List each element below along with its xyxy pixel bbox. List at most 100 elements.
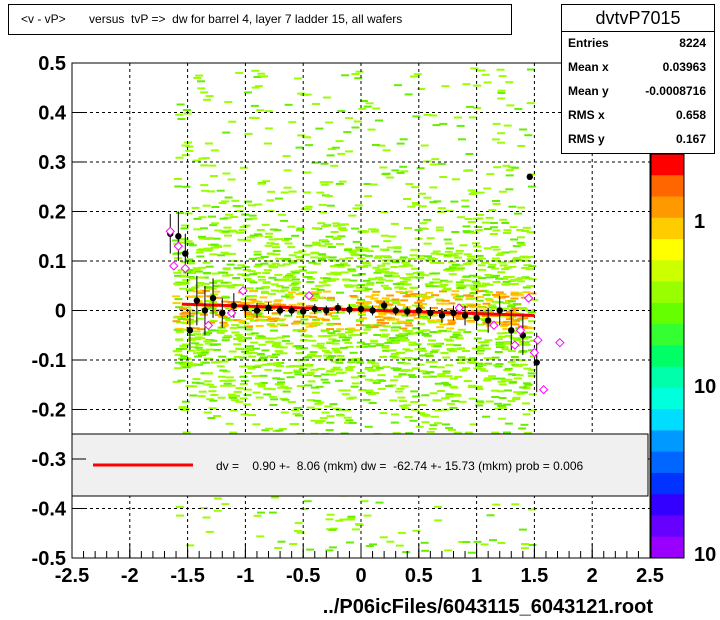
density-cell	[397, 531, 406, 534]
density-cell	[453, 344, 462, 347]
density-cell	[505, 188, 514, 191]
density-cell	[504, 315, 513, 318]
density-cell	[375, 367, 384, 369]
density-cell	[360, 500, 369, 503]
density-cell	[391, 261, 400, 263]
density-cell	[512, 303, 521, 306]
density-cell	[172, 239, 181, 242]
density-cell	[259, 374, 268, 377]
density-cell	[405, 290, 414, 293]
density-cell	[380, 211, 389, 214]
density-cell	[344, 247, 353, 250]
density-cell	[172, 380, 181, 383]
density-cell	[260, 256, 269, 258]
density-cell	[519, 128, 528, 131]
density-cell	[216, 331, 225, 334]
density-cell	[405, 264, 413, 267]
profile-point	[193, 297, 201, 304]
density-cell	[363, 328, 372, 331]
density-cell	[510, 297, 519, 300]
density-cell	[362, 398, 371, 401]
density-cell	[294, 270, 303, 273]
density-cell	[410, 293, 419, 296]
density-cell	[396, 171, 405, 174]
density-cell	[481, 73, 490, 76]
density-cell	[204, 249, 213, 252]
density-cell	[339, 346, 348, 349]
stats-histogram-name: dvtvP7015	[562, 5, 714, 32]
density-cell	[528, 368, 537, 371]
density-cell	[414, 229, 423, 231]
density-cell	[528, 508, 537, 511]
density-cell	[327, 296, 335, 299]
density-cell	[455, 317, 464, 320]
density-cell	[516, 229, 525, 231]
density-cell	[201, 349, 210, 352]
density-cell	[357, 257, 366, 260]
density-cell	[413, 317, 422, 320]
density-cell	[449, 406, 458, 409]
density-cell	[263, 393, 272, 396]
density-cell	[505, 311, 514, 313]
density-cell	[194, 270, 203, 273]
density-cell	[512, 396, 521, 399]
density-cell	[220, 325, 229, 328]
density-cell	[192, 352, 201, 355]
density-cell	[399, 277, 408, 279]
density-cell	[358, 254, 367, 257]
density-cell	[192, 290, 201, 293]
density-cell	[332, 349, 341, 352]
y-tick-label: 0.1	[38, 251, 66, 273]
density-cell	[185, 145, 194, 148]
density-cell	[344, 367, 353, 369]
density-cell	[459, 244, 468, 247]
density-cell	[263, 269, 272, 272]
palette-swatch	[651, 281, 684, 304]
density-cell	[395, 544, 404, 547]
density-cell	[178, 363, 187, 366]
palette-swatch	[651, 472, 684, 495]
density-cell	[361, 249, 370, 252]
density-cell	[475, 299, 484, 302]
density-cell	[198, 248, 207, 251]
density-cell	[382, 255, 391, 258]
density-cell	[390, 258, 399, 261]
density-cell	[508, 316, 517, 318]
density-cell	[484, 362, 493, 365]
palette-swatch	[651, 494, 684, 516]
density-cell	[371, 392, 379, 394]
density-cell	[190, 320, 199, 323]
density-cell	[202, 332, 211, 335]
density-cell	[481, 221, 490, 224]
density-cell	[414, 301, 423, 304]
density-cell	[371, 228, 380, 231]
density-cell	[362, 279, 371, 282]
density-cell	[511, 320, 520, 323]
density-cell	[508, 265, 517, 268]
density-cell	[212, 348, 221, 351]
density-cell	[233, 343, 242, 346]
density-cell	[263, 387, 272, 390]
density-cell	[418, 295, 427, 298]
density-cell	[397, 303, 406, 306]
density-cell	[377, 278, 386, 281]
density-cell	[228, 350, 237, 353]
density-cell	[470, 292, 479, 294]
density-cell	[181, 343, 190, 346]
density-cell	[374, 256, 382, 259]
density-cell	[443, 238, 452, 241]
density-cell	[498, 397, 507, 399]
density-cell	[196, 349, 205, 351]
density-cell	[502, 403, 511, 406]
density-cell	[345, 117, 353, 120]
density-cell	[277, 386, 286, 389]
density-cell	[519, 363, 528, 366]
density-cell	[203, 357, 212, 360]
density-cell	[336, 311, 345, 314]
density-cell	[432, 399, 441, 402]
density-cell	[477, 306, 486, 309]
density-cell	[442, 370, 451, 373]
density-cell	[509, 250, 518, 253]
